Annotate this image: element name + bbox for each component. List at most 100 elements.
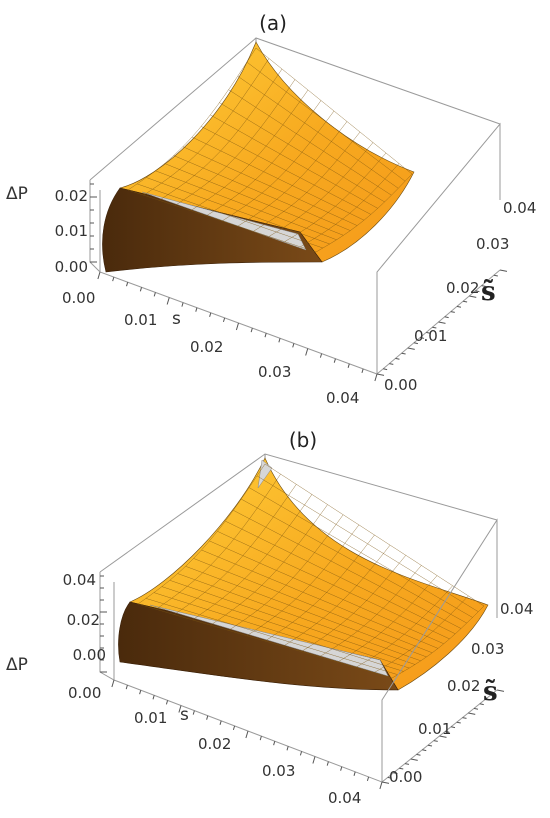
tick-mark xyxy=(273,741,276,746)
tick-mark xyxy=(475,290,480,293)
y-tick-b-3: 0.03 xyxy=(471,640,504,658)
x-tick-b-3: 0.03 xyxy=(262,762,295,780)
z-label-a: ΔP xyxy=(6,184,28,204)
x-tick-a-1: 0.01 xyxy=(124,311,157,329)
mesh-line xyxy=(248,487,473,618)
tick-mark xyxy=(312,756,316,764)
mesh-line xyxy=(173,155,351,231)
tick-mark xyxy=(468,712,476,715)
tick-mark xyxy=(416,753,421,756)
tick-mark xyxy=(395,357,400,360)
y-tick-a-3: 0.03 xyxy=(476,235,509,253)
z-tick-b-0: 0.00 xyxy=(73,646,106,664)
tick-mark xyxy=(192,710,195,715)
mesh-line xyxy=(169,580,416,665)
tick-mark xyxy=(469,295,477,298)
mesh-line xyxy=(228,89,392,196)
mesh-line xyxy=(255,47,413,175)
tick-mark xyxy=(456,721,461,724)
mesh-line xyxy=(200,126,372,215)
tick-mark xyxy=(499,269,508,272)
z-tick-b-2: 0.04 xyxy=(63,571,96,589)
tick-mark xyxy=(235,322,239,331)
mesh-line xyxy=(137,603,393,679)
tick-mark xyxy=(278,338,281,343)
surface-a-mesh xyxy=(127,47,413,253)
tick-mark xyxy=(473,707,479,710)
tick-mark xyxy=(333,358,336,363)
tick-mark xyxy=(319,353,323,358)
tick-mark xyxy=(111,679,115,688)
tick-mark xyxy=(427,744,433,747)
panel-a: (a) 0.00 0.01 0.02 ΔP 0.00 0.01 0.02 xyxy=(6,11,536,407)
tick-mark xyxy=(112,276,115,282)
surface-b-wall xyxy=(118,601,399,691)
x-label-b: s xyxy=(180,705,189,725)
surface-b-highlight-top xyxy=(257,459,273,489)
tick-mark xyxy=(305,348,309,356)
y-label-a: s̃ xyxy=(481,277,496,307)
tick-mark xyxy=(450,726,456,729)
tick-mark xyxy=(433,740,438,742)
tick-mark xyxy=(496,689,505,692)
x-tick-a-4: 0.04 xyxy=(326,389,359,407)
mesh-line xyxy=(137,183,323,249)
tick-mark xyxy=(165,700,169,705)
x-tick-b-2: 0.02 xyxy=(198,735,231,753)
tick-mark xyxy=(139,690,142,695)
tick-mark xyxy=(438,321,446,324)
tick-mark xyxy=(361,368,364,374)
surface-b-mesh xyxy=(137,463,485,679)
y-label-b: s̃ xyxy=(483,677,498,707)
tick-mark xyxy=(407,347,415,350)
x-tick-a-2: 0.02 xyxy=(190,338,223,356)
mesh-line xyxy=(177,573,421,662)
y-tick-b-1: 0.01 xyxy=(418,720,451,738)
tick-mark xyxy=(181,302,184,307)
panel-b: (b) 0.00 0.02 0.04 ΔP 0.00 0.01 0.02 0.0… xyxy=(6,428,533,807)
mesh-line xyxy=(145,598,398,675)
mesh-line xyxy=(161,586,410,669)
z-tick-b-1: 0.02 xyxy=(67,611,100,629)
tick-mark xyxy=(264,333,267,338)
tick-mark xyxy=(340,766,343,771)
tick-mark xyxy=(485,698,490,701)
x-tick-a-3: 0.03 xyxy=(258,363,291,381)
tick-mark xyxy=(219,720,222,725)
tick-mark xyxy=(481,285,486,287)
tick-mark xyxy=(487,279,492,282)
tick-mark xyxy=(399,767,404,770)
tick-mark xyxy=(347,363,350,368)
tick-mark xyxy=(439,735,447,738)
z-tick-a-1: 0.01 xyxy=(55,222,88,240)
tick-mark xyxy=(222,317,226,323)
x-tick-b-4: 0.04 xyxy=(328,789,361,807)
x-tick-b-1: 0.01 xyxy=(134,709,167,727)
tick-mark xyxy=(456,305,462,308)
y-tick-b-2: 0.02 xyxy=(447,677,480,695)
mesh-line xyxy=(210,114,378,209)
tick-mark xyxy=(125,684,128,690)
surface-b xyxy=(118,457,489,691)
mesh-line xyxy=(146,177,330,245)
tick-mark xyxy=(374,373,378,382)
tick-mark xyxy=(166,297,170,305)
ticks-b xyxy=(100,575,505,790)
tick-mark xyxy=(450,311,455,313)
tick-mark xyxy=(153,292,156,297)
mesh-line xyxy=(193,558,433,654)
mesh-line xyxy=(201,549,439,649)
tick-mark xyxy=(126,282,129,287)
tick-mark xyxy=(206,715,209,720)
tick-mark xyxy=(422,749,427,752)
mesh-line xyxy=(164,163,344,236)
mesh-line xyxy=(219,102,385,203)
mesh-line xyxy=(246,61,406,182)
tick-mark xyxy=(97,271,101,280)
mesh-line xyxy=(264,463,485,607)
mesh-line xyxy=(225,520,456,635)
ticks-a xyxy=(90,183,508,382)
tick-mark xyxy=(491,694,496,696)
tick-mark xyxy=(259,735,262,741)
